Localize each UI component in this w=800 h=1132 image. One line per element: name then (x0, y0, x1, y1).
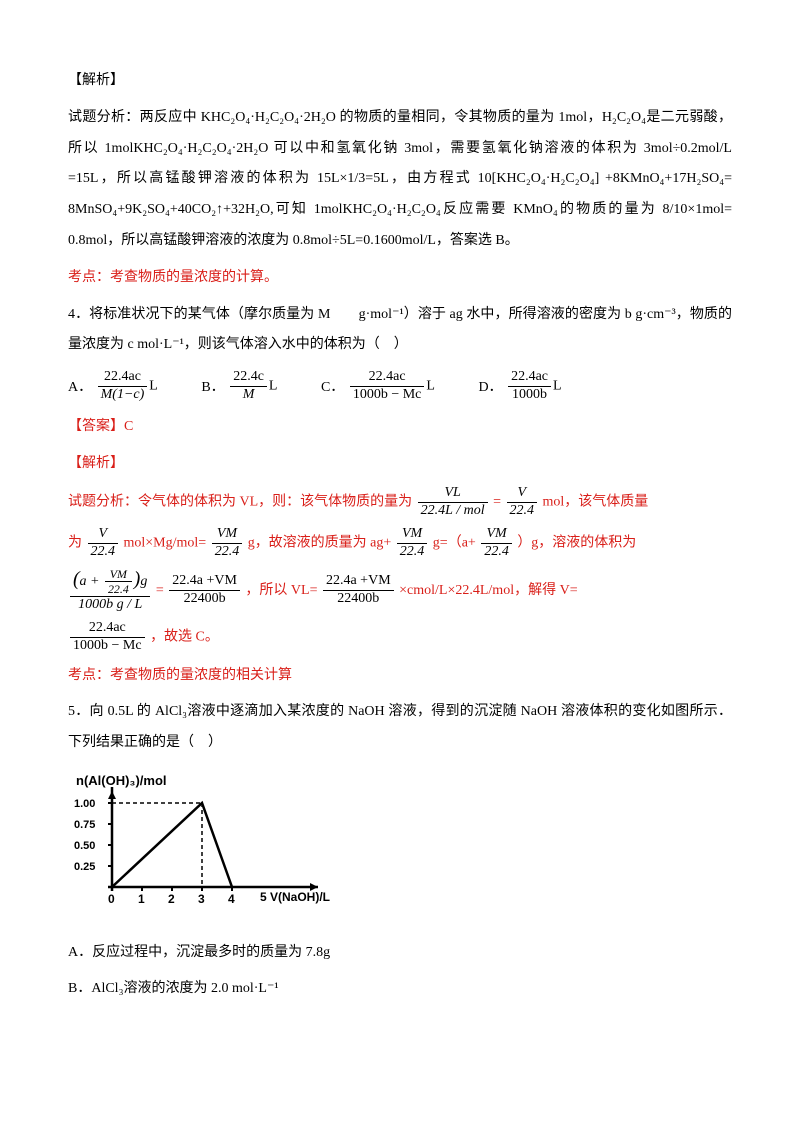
option-a-label: A． (68, 380, 92, 395)
fr8d: 22400b (184, 591, 226, 606)
svg-text:0: 0 (108, 892, 115, 906)
optC-suf: L (426, 379, 435, 394)
q4-answer: 【答案】C (68, 412, 732, 443)
q4-r5: g，故溶液的质量为 ag+ (248, 535, 392, 550)
q4-r7: ）g，溶液的体积为 (517, 535, 636, 550)
q4-r2: mol，该气体质量 (543, 495, 649, 510)
option-c: C． 22.4ac 1000b − Mc L (321, 369, 435, 404)
fr6d: 22.4 (481, 544, 512, 561)
fr2d: 22.4 (507, 503, 538, 520)
optA-suf: L (149, 379, 158, 394)
q5-graph: n(Al(OH)₃)/mol 1.00 0.75 0.50 0.25 0 1 2 3 4 5 … (68, 767, 732, 930)
q4-r4: mol×Mg/mol= (124, 535, 207, 550)
fr4n: VM (212, 526, 243, 544)
fr6n: VM (481, 526, 512, 544)
fr4d: 22.4 (212, 544, 243, 561)
svg-text:0.25: 0.25 (74, 861, 95, 873)
fr5n: VM (397, 526, 428, 544)
fr8n: 22.4a +VM (172, 573, 237, 588)
fr2n: V (507, 485, 538, 503)
optB-suf: L (269, 379, 278, 394)
analysis-header: 【解析】 (68, 66, 732, 97)
q5-option-a: A．反应过程中，沉淀最多时的质量为 7.8g (68, 938, 732, 969)
optC-num: 22.4ac (369, 369, 406, 384)
svg-text:3: 3 (198, 892, 205, 906)
q4-eq: = (493, 495, 501, 510)
q4-analysis-line4: 22.4ac 1000b − Mc ，故选 C。 (68, 620, 732, 655)
optB-den: M (230, 387, 267, 404)
fr9d: 22400b (337, 591, 379, 606)
option-b-label: B． (201, 380, 224, 395)
fr7d: 1000b g / L (70, 597, 150, 614)
option-c-label: C． (321, 380, 344, 395)
fr7nb: VM (105, 567, 132, 582)
graph-ylabel: n(Al(OH)₃)/mol (76, 773, 167, 788)
optB-num: 22.4c (233, 369, 264, 384)
q4-r3: 为 (68, 535, 82, 550)
svg-text:2: 2 (168, 892, 175, 906)
svg-text:0.50: 0.50 (74, 840, 95, 852)
q4-analysis-line2: 为 V 22.4 mol×Mg/mol= VM 22.4 g，故溶液的质量为 a… (68, 526, 732, 561)
svg-text:4: 4 (228, 892, 235, 906)
q4-analysis-line1: 试题分析：令气体的体积为 VL，则：该气体物质的量为 VL 22.4L / mo… (68, 485, 732, 520)
q4-r9: ×cmol/L×22.4L/mol，解得 V= (399, 582, 577, 597)
q4-eq2: = (156, 582, 164, 597)
q3-kaodian: 考点：考查物质的量浓度的计算。 (68, 263, 732, 294)
fr7na: a + (80, 574, 100, 589)
graph-xlabel: 5 V(NaOH)/L (260, 890, 330, 904)
optA-num: 22.4ac (104, 369, 141, 384)
q4-r6: g=（a+ (433, 535, 476, 550)
fr10n: 22.4ac (89, 620, 126, 635)
q4-kaodian: 考点：考查物质的量浓度的相关计算 (68, 661, 732, 692)
svg-text:1.00: 1.00 (74, 798, 95, 810)
fr7nc: 22.4 (105, 582, 132, 596)
fr1n: VL (418, 485, 488, 503)
fr3n: V (88, 526, 119, 544)
q4-r1: 试题分析：令气体的体积为 VL，则：该气体物质的量为 (68, 495, 412, 510)
q5-option-b: B．AlCl₃溶液的浓度为 2.0 mol·L⁻¹ (68, 974, 732, 1005)
optD-num: 22.4ac (511, 369, 548, 384)
optD-suf: L (553, 379, 562, 394)
q4-options: A． 22.4ac M(1−c) L B． 22.4c M L C． 22.4a… (68, 369, 732, 404)
q4-r8: ，所以 VL= (245, 582, 317, 597)
fr7nt: g (140, 574, 147, 589)
option-d: D． 22.4ac 1000b L (478, 369, 561, 404)
q3-analysis-text: 试题分析：两反应中 KHC₂O₄·H₂C₂O₄·2H₂O 的物质的量相同，令其物… (68, 103, 732, 257)
q4-analysis-line3: (a + VM 22.4 )g 1000b g / L = 22.4a +VM … (68, 567, 732, 614)
svg-text:0.75: 0.75 (74, 819, 95, 831)
fr5d: 22.4 (397, 544, 428, 561)
q4-stem: 4．将标准状况下的某气体（摩尔质量为 M g·mol⁻¹）溶于 ag 水中，所得… (68, 300, 732, 362)
svg-text:1: 1 (138, 892, 145, 906)
fr9n: 22.4a +VM (326, 573, 391, 588)
fr3d: 22.4 (88, 544, 119, 561)
q4-analysis-header: 【解析】 (68, 449, 732, 480)
fr1d: 22.4L / mol (418, 503, 488, 520)
option-b: B． 22.4c M L (201, 369, 277, 404)
optA-den: M(1−c) (98, 387, 148, 404)
option-a: A． 22.4ac M(1−c) L (68, 369, 158, 404)
q4-r10: ，故选 C。 (150, 629, 219, 644)
optD-den: 1000b (512, 387, 547, 402)
q5-stem: 5．向 0.5L 的 AlCl₃溶液中逐滴加入某浓度的 NaOH 溶液，得到的沉… (68, 697, 732, 759)
option-d-label: D． (478, 380, 502, 395)
fr10d: 1000b − Mc (73, 638, 142, 653)
optC-den: 1000b − Mc (353, 387, 422, 402)
